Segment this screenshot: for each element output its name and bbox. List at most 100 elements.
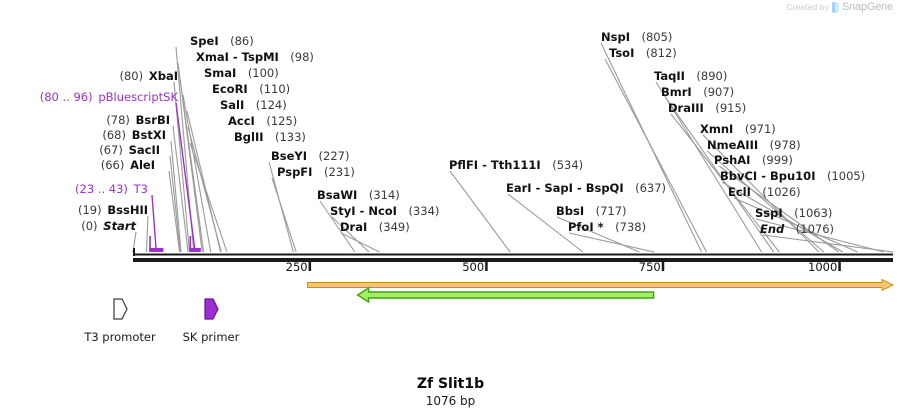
enzyme-label-alei[interactable]: (66) AleI	[101, 159, 155, 172]
enzyme-label-bbsi[interactable]: BbsI (717)	[556, 205, 627, 218]
enzyme-label-xmai-tspmi[interactable]: XmaI - TspMI (98)	[196, 51, 314, 64]
enzyme-position: (1063)	[794, 206, 833, 220]
enzyme-label-bmri[interactable]: BmrI (907)	[661, 86, 734, 99]
enzyme-position: (334)	[408, 204, 440, 218]
leader-lines-group	[132, 42, 894, 253]
enzyme-position: (1026)	[762, 185, 801, 199]
enzyme-position: (98)	[290, 50, 314, 64]
enzyme-name: Tth111I	[490, 158, 541, 172]
enzyme-label-bsrbi[interactable]: (78) BsrBI	[106, 114, 170, 127]
enzyme-label-t3[interactable]: (23 .. 43) T3	[75, 183, 148, 196]
enzyme-position: (637)	[635, 181, 667, 195]
enzyme-name: T3	[133, 182, 148, 196]
enzyme-label-ecori[interactable]: EcoRI (110)	[212, 83, 290, 96]
leader-line-bsawi	[319, 200, 356, 253]
leader-line-t3	[151, 194, 158, 253]
enzyme-position: (717)	[595, 204, 627, 218]
enzyme-name-separator: -	[572, 181, 586, 195]
enzyme-name: XmaI	[196, 50, 229, 64]
promoter-arrow-icon	[113, 298, 128, 320]
enzyme-name: XmnI	[700, 122, 734, 136]
enzyme-position: (978)	[769, 138, 801, 152]
primer-arrow-icon	[204, 298, 219, 320]
enzyme-label-pfoi[interactable]: PfoI * (738)	[568, 221, 646, 234]
enzyme-position: (1005)	[826, 169, 866, 183]
enzyme-label-bbvci-bpu10i[interactable]: BbvCI - Bpu10I (1005)	[720, 170, 865, 183]
sequence-backbone-bar	[133, 258, 893, 262]
leader-line-bmri	[665, 97, 775, 253]
feature-glyphs-group	[149, 236, 201, 252]
leader-line-xmni	[702, 134, 820, 253]
enzyme-label-pflfi-tth[interactable]: PflFI - Tth111I (534)	[449, 159, 583, 172]
leader-line-bglii	[189, 142, 228, 253]
enzyme-label-xmni[interactable]: XmnI (971)	[700, 123, 776, 136]
enzyme-name: SacII	[128, 143, 160, 157]
enzyme-position: (19)	[78, 203, 102, 217]
enzyme-label-nmeaiii[interactable]: NmeAIII (978)	[707, 139, 801, 152]
watermark-prefix: Created by	[786, 2, 829, 12]
enzyme-position: (805)	[641, 30, 673, 44]
enzyme-label-drai[interactable]: DraI (349)	[340, 221, 410, 234]
enzyme-label-sacii[interactable]: (67) SacII	[99, 144, 160, 157]
enzyme-label-styi-ncoi[interactable]: StyI - NcoI (334)	[330, 205, 439, 218]
feature-glyph-sk-primer[interactable]	[189, 248, 201, 252]
enzyme-label-bsawi[interactable]: BsaWI (314)	[317, 189, 400, 202]
leader-line-end	[762, 234, 894, 253]
enzyme-position: (0)	[81, 219, 98, 233]
enzyme-label-bseyi[interactable]: BseYI (227)	[271, 150, 349, 163]
snapgene-leaf-icon	[832, 1, 839, 13]
leader-line-acci	[187, 126, 222, 253]
ruler-tick-label-1000: 1000	[808, 260, 838, 274]
track-arrow-primer-track[interactable]	[356, 286, 655, 304]
enzyme-name: BstXI	[131, 128, 166, 142]
enzyme-label-pshai[interactable]: PshAI (999)	[714, 154, 793, 167]
enzyme-label-ecli[interactable]: EclI (1026)	[728, 186, 801, 199]
enzyme-label-start[interactable]: (0) Start	[81, 220, 136, 233]
enzyme-name: DraIII	[668, 101, 704, 115]
backbone-start-cap	[133, 248, 135, 256]
enzyme-label-bglii[interactable]: BglII (133)	[234, 131, 306, 144]
enzyme-label-pbluescript[interactable]: (80 .. 96) pBluescriptSK	[40, 91, 178, 104]
leader-line-smai	[179, 78, 205, 253]
enzyme-label-pspfi[interactable]: PspFI (231)	[277, 166, 355, 179]
ruler-tick	[838, 262, 841, 271]
ruler-tick	[661, 262, 665, 271]
enzyme-position: (231)	[323, 165, 355, 179]
enzyme-label-eari-sapi-bspqi[interactable]: EarI - SapI - BspQI (637)	[506, 182, 666, 195]
enzyme-label-sali[interactable]: SalI (124)	[220, 99, 287, 112]
enzyme-position: (23 .. 43)	[75, 182, 128, 196]
track-arrow-orf-track[interactable]	[306, 278, 895, 292]
enzyme-position: (86)	[230, 34, 254, 48]
enzyme-name: AccI	[228, 114, 255, 128]
enzyme-label-tsoi[interactable]: TsoI (812)	[609, 47, 677, 60]
enzyme-label-end[interactable]: End (1076)	[760, 223, 834, 236]
enzyme-name: SmaI	[204, 66, 237, 80]
enzyme-name: NmeAIII	[707, 138, 759, 152]
legend-sk-primer[interactable]: SK primer	[182, 330, 240, 344]
enzyme-label-bstxi[interactable]: (68) BstXI	[102, 129, 166, 142]
legend-t3-promoter[interactable]: T3 promoter	[84, 330, 156, 344]
enzyme-position: (1076)	[795, 222, 835, 236]
enzyme-name-separator: -	[757, 169, 770, 183]
enzyme-label-draiii[interactable]: DraIII (915)	[668, 102, 746, 115]
enzyme-name: XbaI	[148, 69, 178, 83]
snapgene-watermark: Created by SnapGene	[786, 1, 893, 13]
enzyme-name: TspMI	[241, 50, 279, 64]
feature-glyph-t3-promoter[interactable]	[149, 248, 164, 252]
enzyme-name: BseYI	[271, 149, 308, 163]
enzyme-name: BmrI	[661, 85, 692, 99]
enzyme-name: BspQI	[585, 181, 624, 195]
enzyme-position: (314)	[368, 188, 400, 202]
enzyme-name: BbsI	[556, 204, 585, 218]
enzyme-label-spei[interactable]: SpeI (86)	[190, 35, 254, 48]
enzyme-label-nspi[interactable]: NspI (805)	[601, 31, 672, 44]
enzyme-name: PfoI *	[568, 220, 604, 234]
enzyme-position: (890)	[696, 69, 728, 83]
enzyme-label-bsshii[interactable]: (19) BssHII	[78, 204, 148, 217]
enzyme-label-acci[interactable]: AccI (125)	[228, 115, 297, 128]
enzyme-label-xbai[interactable]: (80) XbaI	[120, 70, 179, 83]
enzyme-label-taqii[interactable]: TaqII (890)	[654, 70, 727, 83]
enzyme-label-smai[interactable]: SmaI (100)	[204, 67, 279, 80]
enzyme-label-sspi[interactable]: SspI (1063)	[755, 207, 832, 220]
